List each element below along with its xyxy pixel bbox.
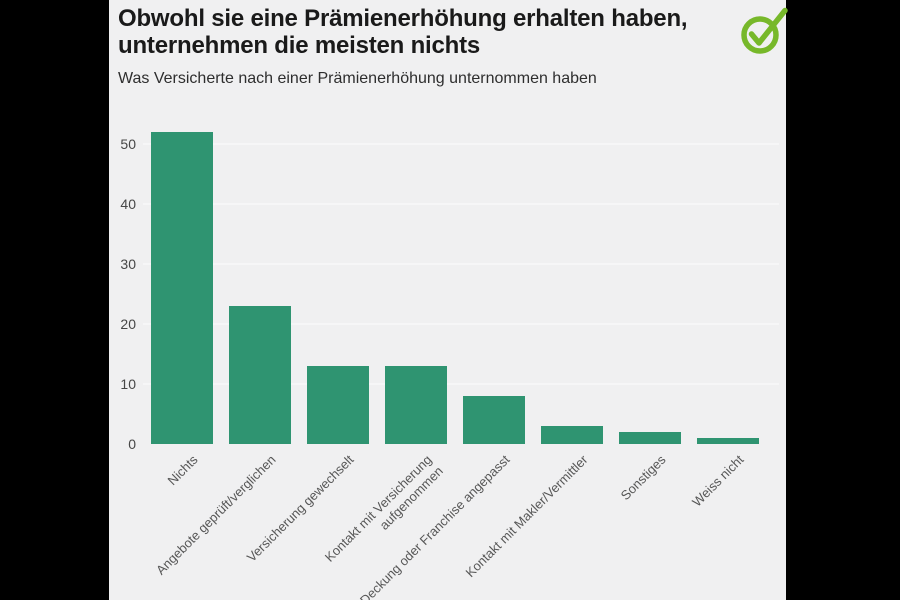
bar	[307, 366, 369, 444]
y-axis-tick-label: 0	[128, 436, 136, 452]
bar-chart: 0 10 20 30 40 50 Nichts Angebote geprüft/vergli…	[109, 0, 786, 600]
y-axis-tick-label: 20	[120, 316, 136, 332]
bar	[697, 438, 759, 444]
bar	[151, 132, 213, 444]
y-axis-tick-label: 50	[120, 136, 136, 152]
bar	[385, 366, 447, 444]
bar	[619, 432, 681, 444]
y-axis-tick-label: 10	[120, 376, 136, 392]
y-gridline	[143, 203, 779, 205]
chart-subtitle: Was Versicherte nach einer Prämienerhöhu…	[118, 70, 597, 87]
y-axis-tick-label: 40	[120, 196, 136, 212]
y-gridline	[143, 143, 779, 145]
y-axis-tick-label: 30	[120, 256, 136, 272]
bar	[463, 396, 525, 444]
y-gridline	[143, 323, 779, 325]
checkmark-circle-icon	[741, 7, 788, 54]
x-axis-category-label: Nichts	[164, 452, 201, 489]
bar	[541, 426, 603, 444]
bar	[229, 306, 291, 444]
y-gridline	[143, 383, 779, 385]
y-gridline	[143, 263, 779, 265]
infographic-card: Obwohl sie eine Prämienerhöhung erhalten…	[109, 0, 788, 600]
chart-title: Obwohl sie eine Prämienerhöhung erhalten…	[118, 5, 688, 59]
